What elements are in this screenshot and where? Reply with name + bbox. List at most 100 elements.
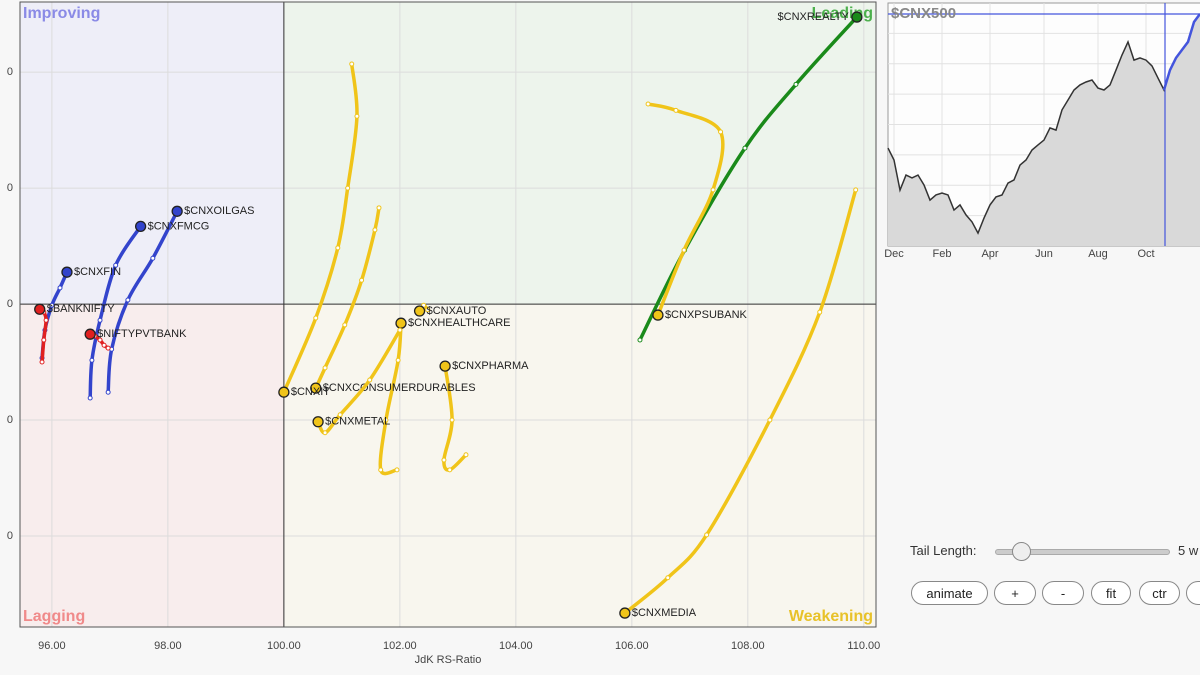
tail-point [342, 322, 348, 328]
quadrant-label: Lagging [23, 608, 85, 625]
quadrant [20, 2, 284, 305]
tail-point [376, 205, 382, 211]
tail-point [637, 337, 643, 343]
tail-point [718, 129, 724, 135]
tail-point [337, 412, 343, 418]
series-label: $CNXIT [291, 386, 330, 398]
tail-point [645, 101, 651, 107]
tail-point [817, 309, 823, 315]
tail-point [673, 107, 679, 113]
x-tick-label: 106.00 [615, 640, 649, 652]
head-point [34, 303, 46, 315]
mini-x-label: Feb [933, 248, 952, 260]
control-button[interactable]: fit [1091, 581, 1131, 605]
tail-point [447, 467, 453, 473]
series-label: $CNXPSUBANK [665, 309, 748, 321]
series-label: $CNXOILGAS [184, 205, 254, 217]
tail-point [125, 297, 131, 303]
quadrant [283, 2, 876, 305]
x-tick-label: 98.00 [154, 640, 182, 652]
tail-point [397, 327, 403, 333]
tail-point [665, 575, 671, 581]
series-label: $CNXCONSUMERDURABLES [323, 382, 476, 394]
tail-point [354, 113, 360, 119]
series-label: $CNXFMCG [148, 220, 210, 232]
tail-point [345, 185, 351, 191]
tail-point [97, 337, 103, 343]
series-label: $CNXAUTO [427, 305, 487, 317]
tail-point [87, 395, 93, 401]
tail-point [853, 187, 859, 193]
series-label: $CNXHEALTHCARE [408, 317, 511, 329]
tail-point [394, 467, 400, 473]
x-tick-label: 102.00 [383, 640, 417, 652]
tail-point [335, 245, 341, 251]
tail-point [395, 357, 401, 363]
series-label: $CNXFIN [74, 266, 121, 278]
tail-point [105, 389, 111, 395]
mini-line [887, 13, 1200, 235]
tail-line [314, 206, 381, 390]
y-tick-label: 0 [7, 66, 13, 78]
tail-point [372, 227, 378, 233]
head-point [278, 386, 290, 398]
control-button[interactable]: + [994, 581, 1036, 605]
tail-point [367, 377, 373, 383]
tail-point [767, 417, 773, 423]
mini-highlight-line [1162, 13, 1200, 91]
tail-point [359, 277, 365, 283]
control-button[interactable]: - [1042, 581, 1084, 605]
tail-point [441, 457, 447, 463]
y-tick-label: 0 [7, 414, 13, 426]
tail-point [105, 345, 111, 351]
series-label: $CNXPHARMA [452, 360, 529, 372]
head-point [134, 220, 147, 233]
tail-point [425, 307, 431, 313]
head-point [395, 317, 407, 329]
tail-point [710, 187, 716, 193]
tail-point [49, 302, 55, 308]
tail-point [322, 365, 328, 371]
tail-point [742, 145, 748, 151]
tail-point [681, 247, 687, 253]
tail-point [41, 337, 47, 343]
tail-point [43, 317, 49, 323]
head-point [851, 11, 863, 23]
slider-knob[interactable] [1012, 542, 1031, 561]
mini-x-label: Jun [1035, 248, 1053, 260]
quadrant-label: Weakening [789, 608, 873, 625]
head-point [61, 266, 73, 278]
mini-x-label: Oct [1137, 248, 1154, 260]
x-tick-label: 104.00 [499, 640, 533, 652]
plot-border [19, 1, 877, 628]
series-label: $CNXMETAL [325, 416, 390, 428]
tail-point [322, 430, 328, 436]
control-button[interactable]: ctr [1139, 581, 1180, 605]
tail-point [57, 285, 63, 291]
tail-point [463, 452, 469, 458]
series-label: $BANKNIFTY [47, 303, 116, 315]
mini-x-label: Apr [981, 248, 998, 260]
head-point [413, 305, 426, 317]
tail-point [101, 342, 107, 348]
tail-point [113, 262, 119, 268]
x-tick-label: 96.00 [38, 640, 66, 652]
quadrant-label: Improving [23, 5, 100, 22]
mini-title: $CNX500 [891, 5, 956, 22]
x-tick-label: 108.00 [731, 640, 765, 652]
y-tick-label: 0 [7, 298, 13, 310]
mini-x-label: Dec [884, 248, 904, 260]
y-tick-label: 0 [7, 182, 13, 194]
series-label: $CNXREALTY [778, 11, 850, 23]
head-point [171, 205, 183, 217]
quadrant [283, 304, 876, 627]
control-button[interactable]: animate [911, 581, 988, 605]
tail-point [349, 61, 355, 67]
head-point [652, 309, 664, 321]
series-label: $NIFTYPVTBANK [97, 328, 187, 340]
tail-point [449, 417, 455, 423]
tail-point [39, 359, 45, 365]
tail-point [313, 315, 319, 321]
